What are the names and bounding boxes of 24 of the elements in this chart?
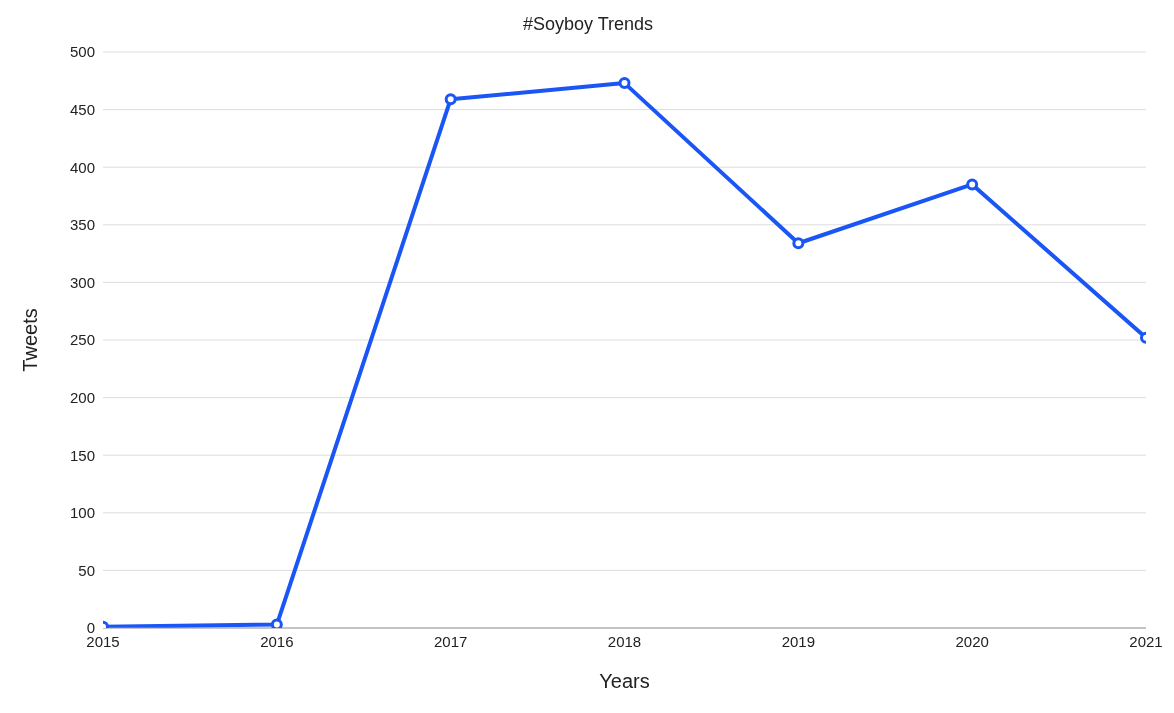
y-tick-label: 450 <box>69 100 95 118</box>
x-axis-title: Years <box>599 670 650 692</box>
x-tick-label: 2020 <box>955 632 989 650</box>
y-tick-label: 400 <box>69 158 95 176</box>
y-tick-label: 100 <box>69 504 95 522</box>
y-tick-label: 350 <box>69 216 95 234</box>
y-tick-label: 50 <box>78 561 95 579</box>
chart-title: #Soyboy Trends <box>521 14 655 35</box>
y-axis-title: Tweets <box>19 308 42 372</box>
x-tick-label: 2017 <box>433 632 468 650</box>
y-tick-label: 250 <box>69 331 95 349</box>
x-tick-label: 2016 <box>260 632 294 650</box>
point <box>966 178 979 191</box>
x-tick-label: 2018 <box>607 632 642 650</box>
y-tick-label: 150 <box>69 446 95 464</box>
y-tick-label: 200 <box>69 388 95 406</box>
y-tick-label: 300 <box>69 273 95 291</box>
point <box>444 93 457 106</box>
x-tick-label: 2021 <box>1129 632 1163 650</box>
x-tick-label: 2019 <box>781 632 816 650</box>
point <box>270 618 283 628</box>
y-tick-label: 500 <box>69 43 95 61</box>
point <box>792 237 805 250</box>
point <box>618 77 631 90</box>
